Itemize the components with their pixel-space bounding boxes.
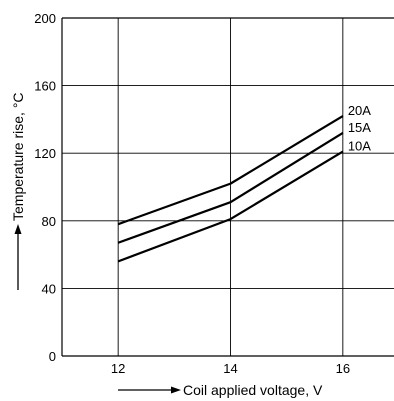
y-tick-label: 160 (34, 79, 56, 94)
x-axis-arrow-head (171, 386, 181, 394)
y-tick-label: 40 (42, 281, 56, 296)
series-label-20a: 20A (348, 103, 371, 118)
x-axis-title-group: Coil applied voltage, V (118, 382, 323, 398)
y-tick-label: 200 (34, 11, 56, 26)
series-line-20a (117, 115, 344, 226)
series-label-15a: 15A (348, 120, 371, 135)
y-tick-label: 80 (42, 214, 56, 229)
x-tick-label: 14 (223, 361, 237, 376)
y-axis-title: Temperature rise, °C (10, 92, 26, 221)
tick-layer: 0 40 80 120 160 200 12 14 16 (34, 11, 350, 376)
series-line-15a (117, 131, 344, 244)
series-layer (117, 115, 344, 263)
x-axis-title: Coil applied voltage, V (183, 382, 323, 398)
y-tick-label: 0 (49, 349, 56, 364)
y-tick-label: 120 (34, 146, 56, 161)
x-tick-label: 16 (336, 361, 350, 376)
series-label-10a: 10A (348, 139, 371, 154)
series-label-layer: 20A 15A 10A (348, 103, 371, 153)
y-axis-arrow-head (14, 224, 22, 234)
series-line-10a (117, 150, 344, 263)
y-axis-title-group: Temperature rise, °C (10, 92, 26, 290)
grid-layer (61, 17, 394, 357)
x-tick-label: 12 (111, 361, 125, 376)
